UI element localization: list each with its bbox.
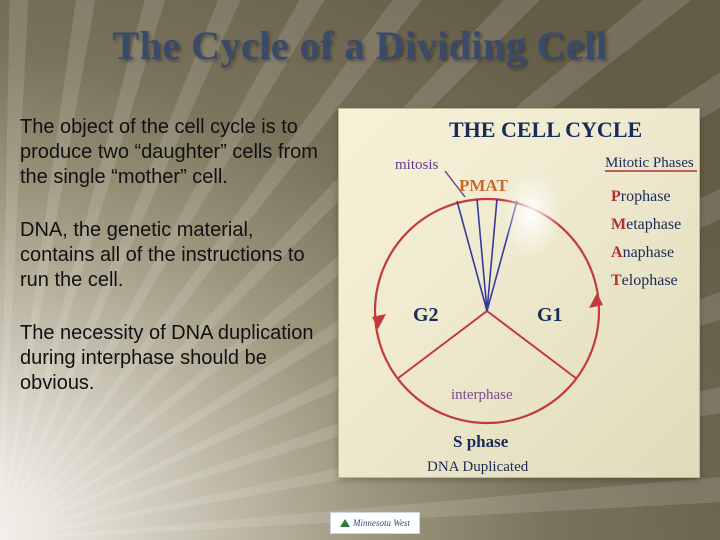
phase-telophase: Telophase	[611, 272, 678, 289]
body-text-block: The object of the cell cycle is to produ…	[20, 115, 325, 424]
cell-cycle-diagram: THE CELL CYCLE mitosis PMAT G2 G1 interp…	[338, 108, 700, 478]
mitosis-label: mitosis	[395, 157, 439, 173]
diagram-heading: THE CELL CYCLE	[449, 117, 642, 142]
arrow-right	[589, 293, 603, 308]
paragraph-2: DNA, the genetic material, contains all …	[20, 218, 325, 293]
phase-anaphase: Anaphase	[611, 244, 674, 261]
logo-text: Minnesota West	[353, 518, 410, 528]
divider-left	[397, 311, 487, 379]
divider-right	[487, 311, 577, 379]
logo-triangle-icon	[340, 519, 350, 527]
g2-label: G2	[413, 304, 439, 326]
phase-metaphase: Metaphase	[611, 216, 681, 233]
phase-prophase-rest: rophase	[621, 188, 671, 205]
dna-dup-label: DNA Duplicated	[427, 459, 529, 475]
footer-logo: Minnesota West	[330, 512, 420, 534]
interphase-label: interphase	[451, 387, 513, 403]
phase-prophase: Prophase	[611, 188, 671, 205]
g1-label: G1	[537, 304, 563, 326]
paragraph-3: The necessity of DNA duplication during …	[20, 321, 325, 396]
paragraph-1: The object of the cell cycle is to produ…	[20, 115, 325, 190]
s-phase-label: S phase	[453, 432, 509, 451]
diagram-svg: THE CELL CYCLE mitosis PMAT G2 G1 interp…	[339, 109, 701, 479]
pmat-label: PMAT	[459, 176, 508, 195]
mitotic-phases-title: Mitotic Phases	[605, 155, 694, 171]
slide-title: The Cycle of a Dividing Cell	[0, 22, 720, 69]
